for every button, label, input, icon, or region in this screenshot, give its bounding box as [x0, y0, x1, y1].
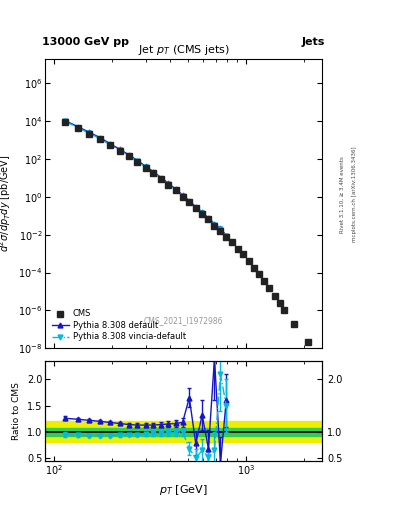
CMS	[230, 239, 234, 245]
Pythia 8.308 default	[98, 135, 103, 141]
Pythia 8.308 default	[212, 221, 217, 227]
X-axis label: $p_{T}$ [GeV]: $p_{T}$ [GeV]	[160, 483, 208, 497]
Pythia 8.308 vincia-default	[173, 187, 178, 193]
CMS	[135, 159, 140, 165]
Text: Rivet 3.1.10, ≥ 3.4M events: Rivet 3.1.10, ≥ 3.4M events	[340, 156, 345, 233]
Pythia 8.308 default	[118, 146, 122, 153]
Pythia 8.308 default	[200, 209, 204, 215]
CMS	[262, 278, 267, 284]
CMS	[62, 119, 67, 125]
Pythia 8.308 default	[87, 129, 92, 135]
Pythia 8.308 vincia-default	[151, 170, 156, 176]
CMS	[75, 125, 80, 132]
CMS	[272, 292, 277, 298]
Pythia 8.308 default	[166, 180, 171, 186]
CMS	[282, 307, 287, 313]
CMS	[277, 300, 282, 306]
Pythia 8.308 default	[126, 152, 131, 158]
CMS	[218, 228, 223, 234]
CMS	[292, 321, 296, 327]
CMS	[193, 205, 198, 211]
CMS	[173, 187, 178, 194]
Pythia 8.308 default	[173, 186, 178, 192]
Y-axis label: $d^{2}\sigma/dp_{T}dy$ [pb/GeV]: $d^{2}\sigma/dp_{T}dy$ [pb/GeV]	[0, 155, 13, 252]
Pythia 8.308 vincia-default	[98, 136, 103, 142]
Text: mcplots.cern.ch [arXiv:1306.3436]: mcplots.cern.ch [arXiv:1306.3436]	[352, 147, 357, 242]
Y-axis label: Ratio to CMS: Ratio to CMS	[13, 382, 22, 440]
Pythia 8.308 vincia-default	[200, 210, 204, 216]
Pythia 8.308 default	[135, 158, 140, 164]
Pythia 8.308 vincia-default	[166, 181, 171, 187]
CMS	[166, 182, 171, 188]
Legend: CMS, Pythia 8.308 default, Pythia 8.308 vincia-default: CMS, Pythia 8.308 default, Pythia 8.308 …	[50, 307, 188, 344]
Pythia 8.308 default	[108, 141, 112, 147]
Pythia 8.308 default	[159, 175, 163, 181]
Line: Pythia 8.308 default: Pythia 8.308 default	[62, 118, 229, 238]
CMS	[200, 210, 204, 217]
CMS	[126, 153, 131, 159]
Pythia 8.308 vincia-default	[193, 205, 198, 211]
CMS	[180, 194, 185, 200]
Pythia 8.308 vincia-default	[143, 164, 148, 170]
Pythia 8.308 vincia-default	[218, 226, 223, 232]
Pythia 8.308 default	[193, 204, 198, 210]
Pythia 8.308 vincia-default	[135, 158, 140, 164]
CMS	[252, 265, 256, 271]
CMS	[143, 165, 148, 171]
Pythia 8.308 vincia-default	[87, 130, 92, 136]
Pythia 8.308 vincia-default	[180, 193, 185, 199]
Pythia 8.308 default	[180, 192, 185, 198]
Pythia 8.308 vincia-default	[224, 233, 229, 239]
CMS	[98, 136, 103, 142]
CMS	[306, 339, 311, 346]
Text: 13000 GeV pp: 13000 GeV pp	[42, 37, 129, 47]
Line: Pythia 8.308 vincia-default: Pythia 8.308 vincia-default	[62, 119, 229, 239]
Pythia 8.308 default	[62, 117, 67, 123]
Pythia 8.308 vincia-default	[212, 222, 217, 228]
Pythia 8.308 vincia-default	[159, 176, 163, 182]
Pythia 8.308 default	[143, 163, 148, 169]
Pythia 8.308 default	[206, 215, 211, 221]
Pythia 8.308 default	[218, 225, 223, 231]
Title: Jet $p_T$ (CMS jets): Jet $p_T$ (CMS jets)	[138, 44, 230, 57]
Pythia 8.308 vincia-default	[75, 124, 80, 131]
CMS	[241, 251, 246, 258]
CMS	[159, 176, 163, 182]
Pythia 8.308 default	[75, 123, 80, 130]
Pythia 8.308 default	[151, 169, 156, 175]
CMS	[235, 246, 240, 252]
Pythia 8.308 default	[224, 232, 229, 239]
CMS	[206, 216, 211, 222]
CMS	[212, 223, 217, 229]
Pythia 8.308 vincia-default	[62, 118, 67, 124]
Pythia 8.308 vincia-default	[118, 147, 122, 153]
Pythia 8.308 vincia-default	[206, 216, 211, 222]
CMS	[118, 148, 122, 154]
Pythia 8.308 vincia-default	[108, 142, 112, 148]
CMS	[108, 142, 112, 148]
Pythia 8.308 vincia-default	[187, 199, 192, 205]
Text: Jets: Jets	[302, 37, 325, 47]
Text: CMS_2021_I1972986: CMS_2021_I1972986	[144, 316, 224, 325]
CMS	[246, 258, 251, 264]
Pythia 8.308 vincia-default	[126, 153, 131, 159]
CMS	[187, 199, 192, 205]
CMS	[151, 170, 156, 177]
CMS	[257, 271, 261, 278]
CMS	[224, 233, 229, 240]
CMS	[267, 285, 272, 291]
CMS	[87, 131, 92, 137]
Pythia 8.308 default	[187, 198, 192, 204]
Line: CMS: CMS	[62, 119, 311, 345]
